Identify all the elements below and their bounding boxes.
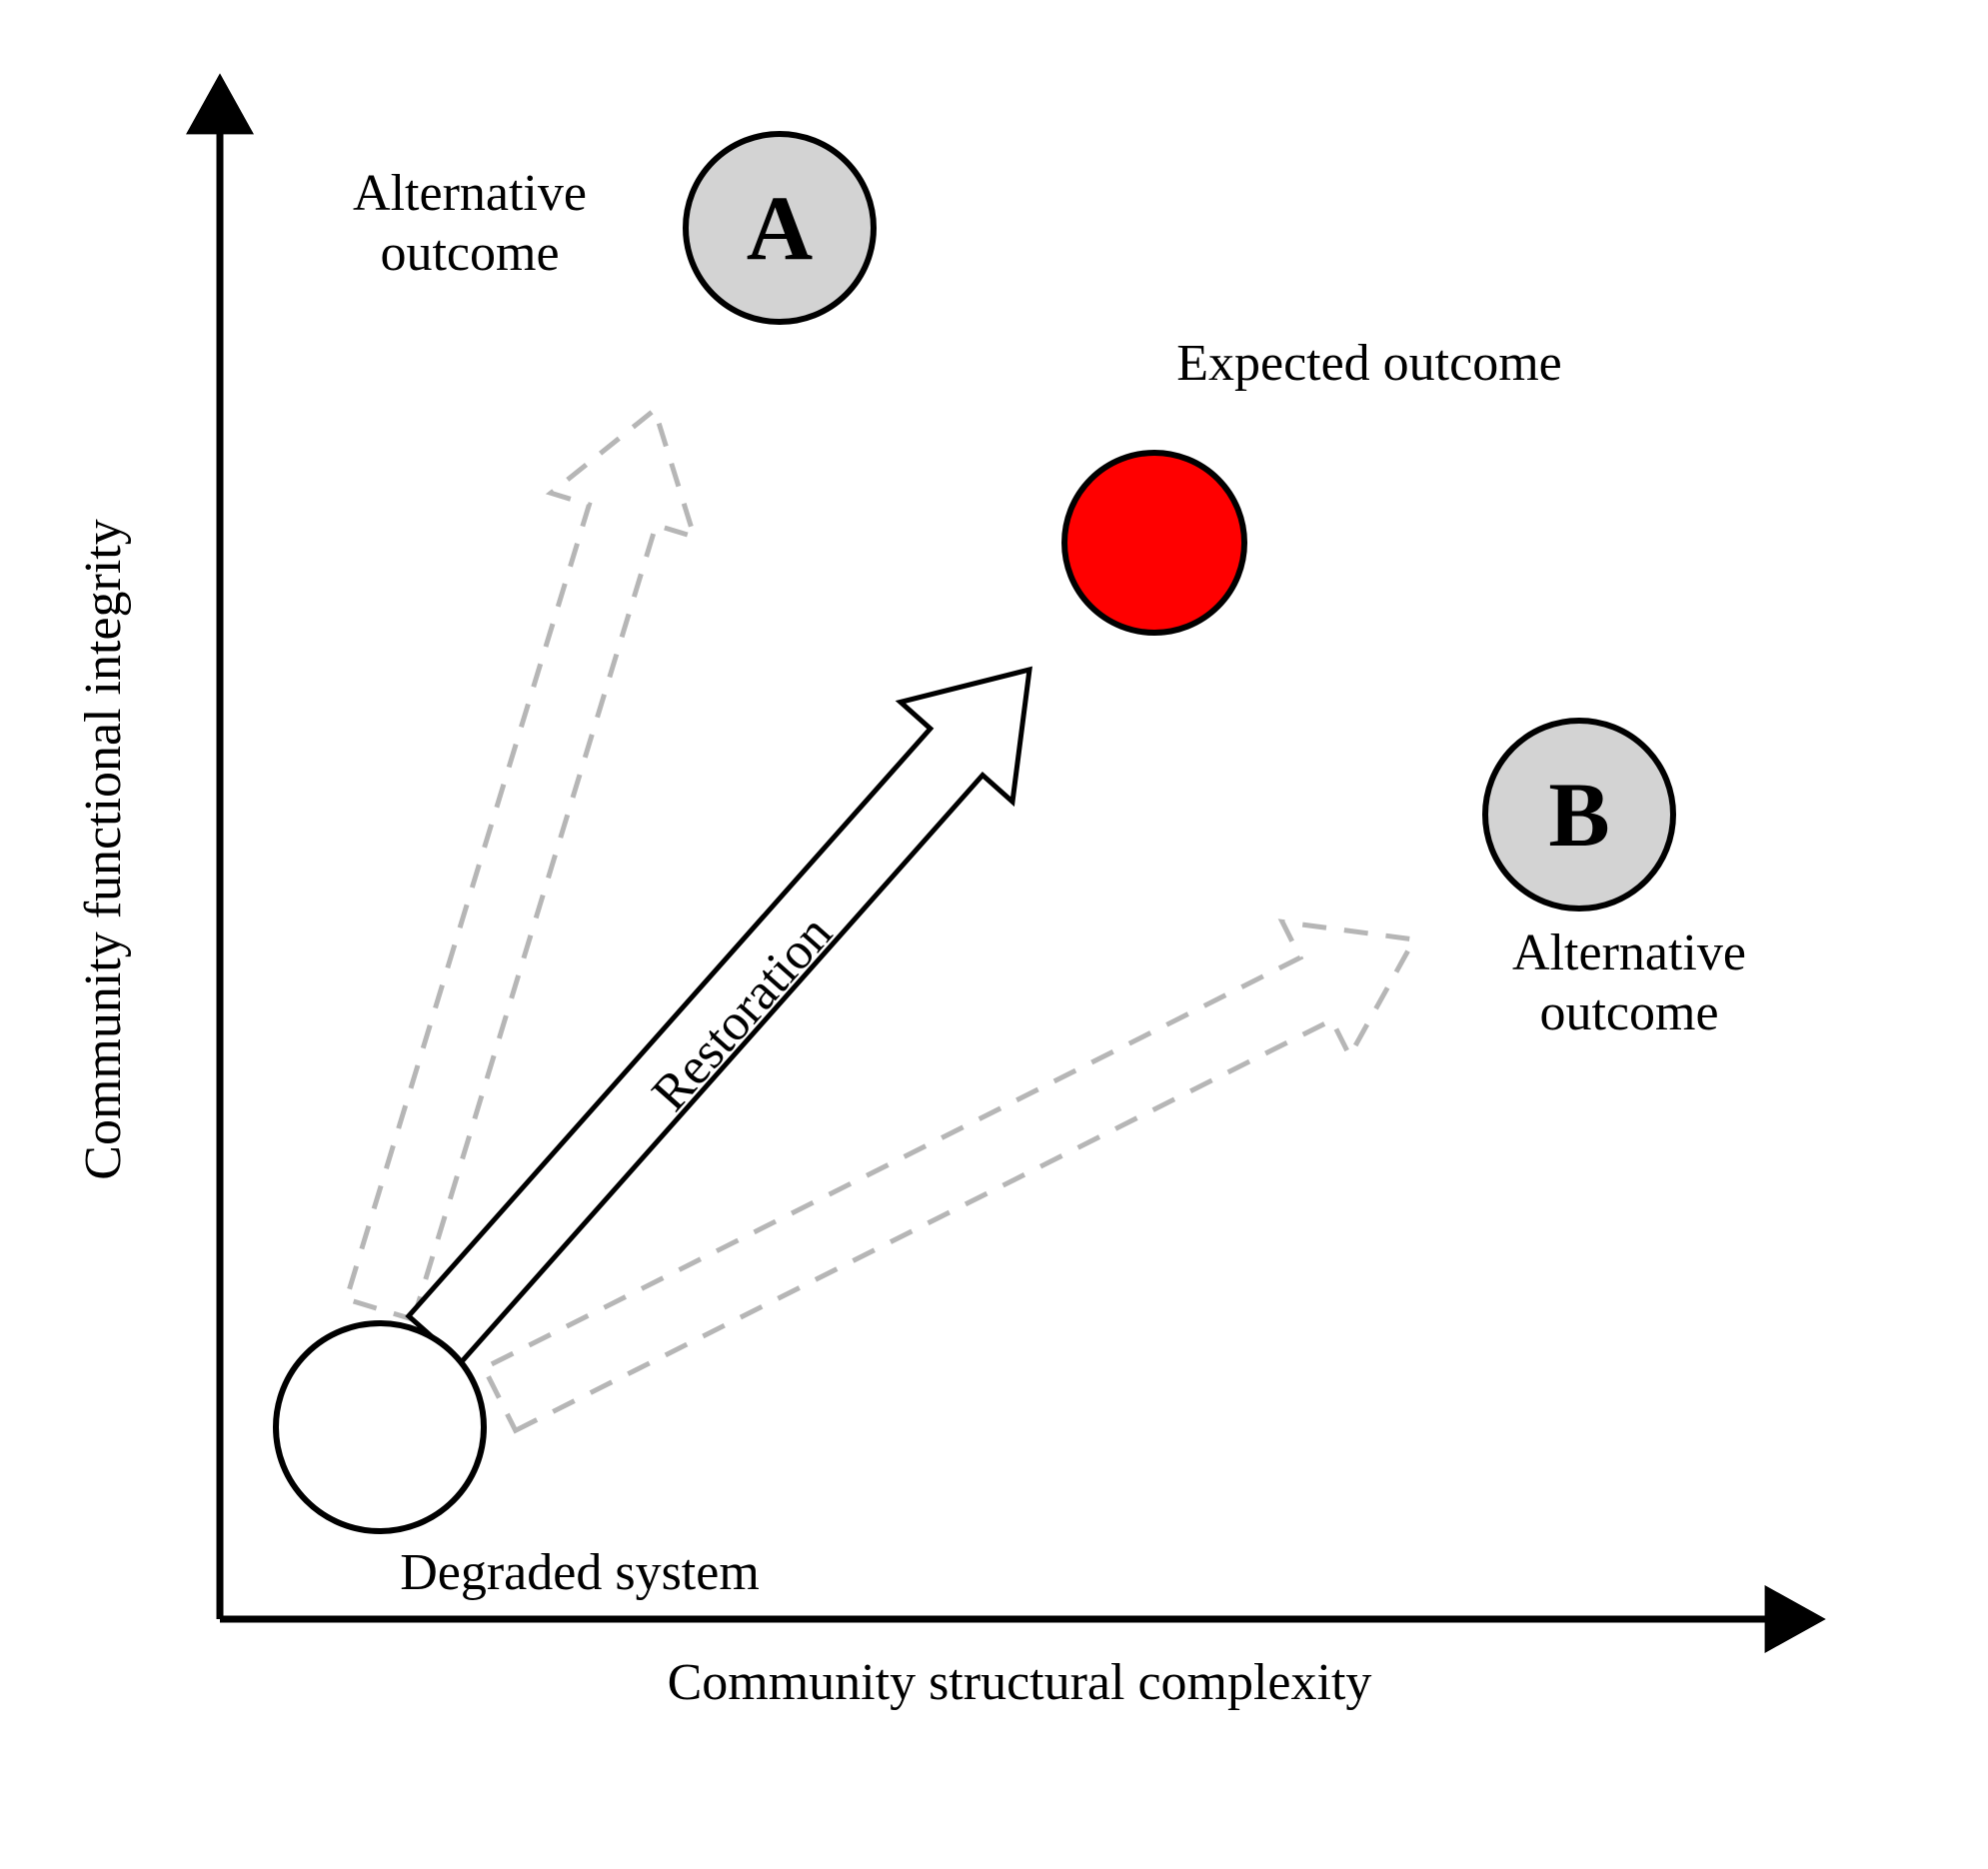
y-axis-label: Community functional integrity: [75, 519, 132, 1179]
alternative-b-label: Alternativeoutcome: [1512, 925, 1746, 1041]
restoration-outcome-diagram: RestorationCommunity structural complexi…: [0, 0, 1988, 1869]
expected-outcome-node: [1064, 453, 1244, 633]
alternative-a-label: Alternativeoutcome: [353, 165, 587, 282]
alternative-b-letter: B: [1548, 764, 1609, 866]
degraded-system-label: Degraded system: [400, 1544, 760, 1601]
degraded-system-node: [276, 1323, 484, 1531]
alternative-a-letter: A: [747, 177, 813, 279]
alternative-arrow-a: [347, 410, 695, 1319]
expected-outcome-label: Expected outcome: [1176, 335, 1562, 392]
x-axis-label: Community structural complexity: [668, 1654, 1372, 1711]
